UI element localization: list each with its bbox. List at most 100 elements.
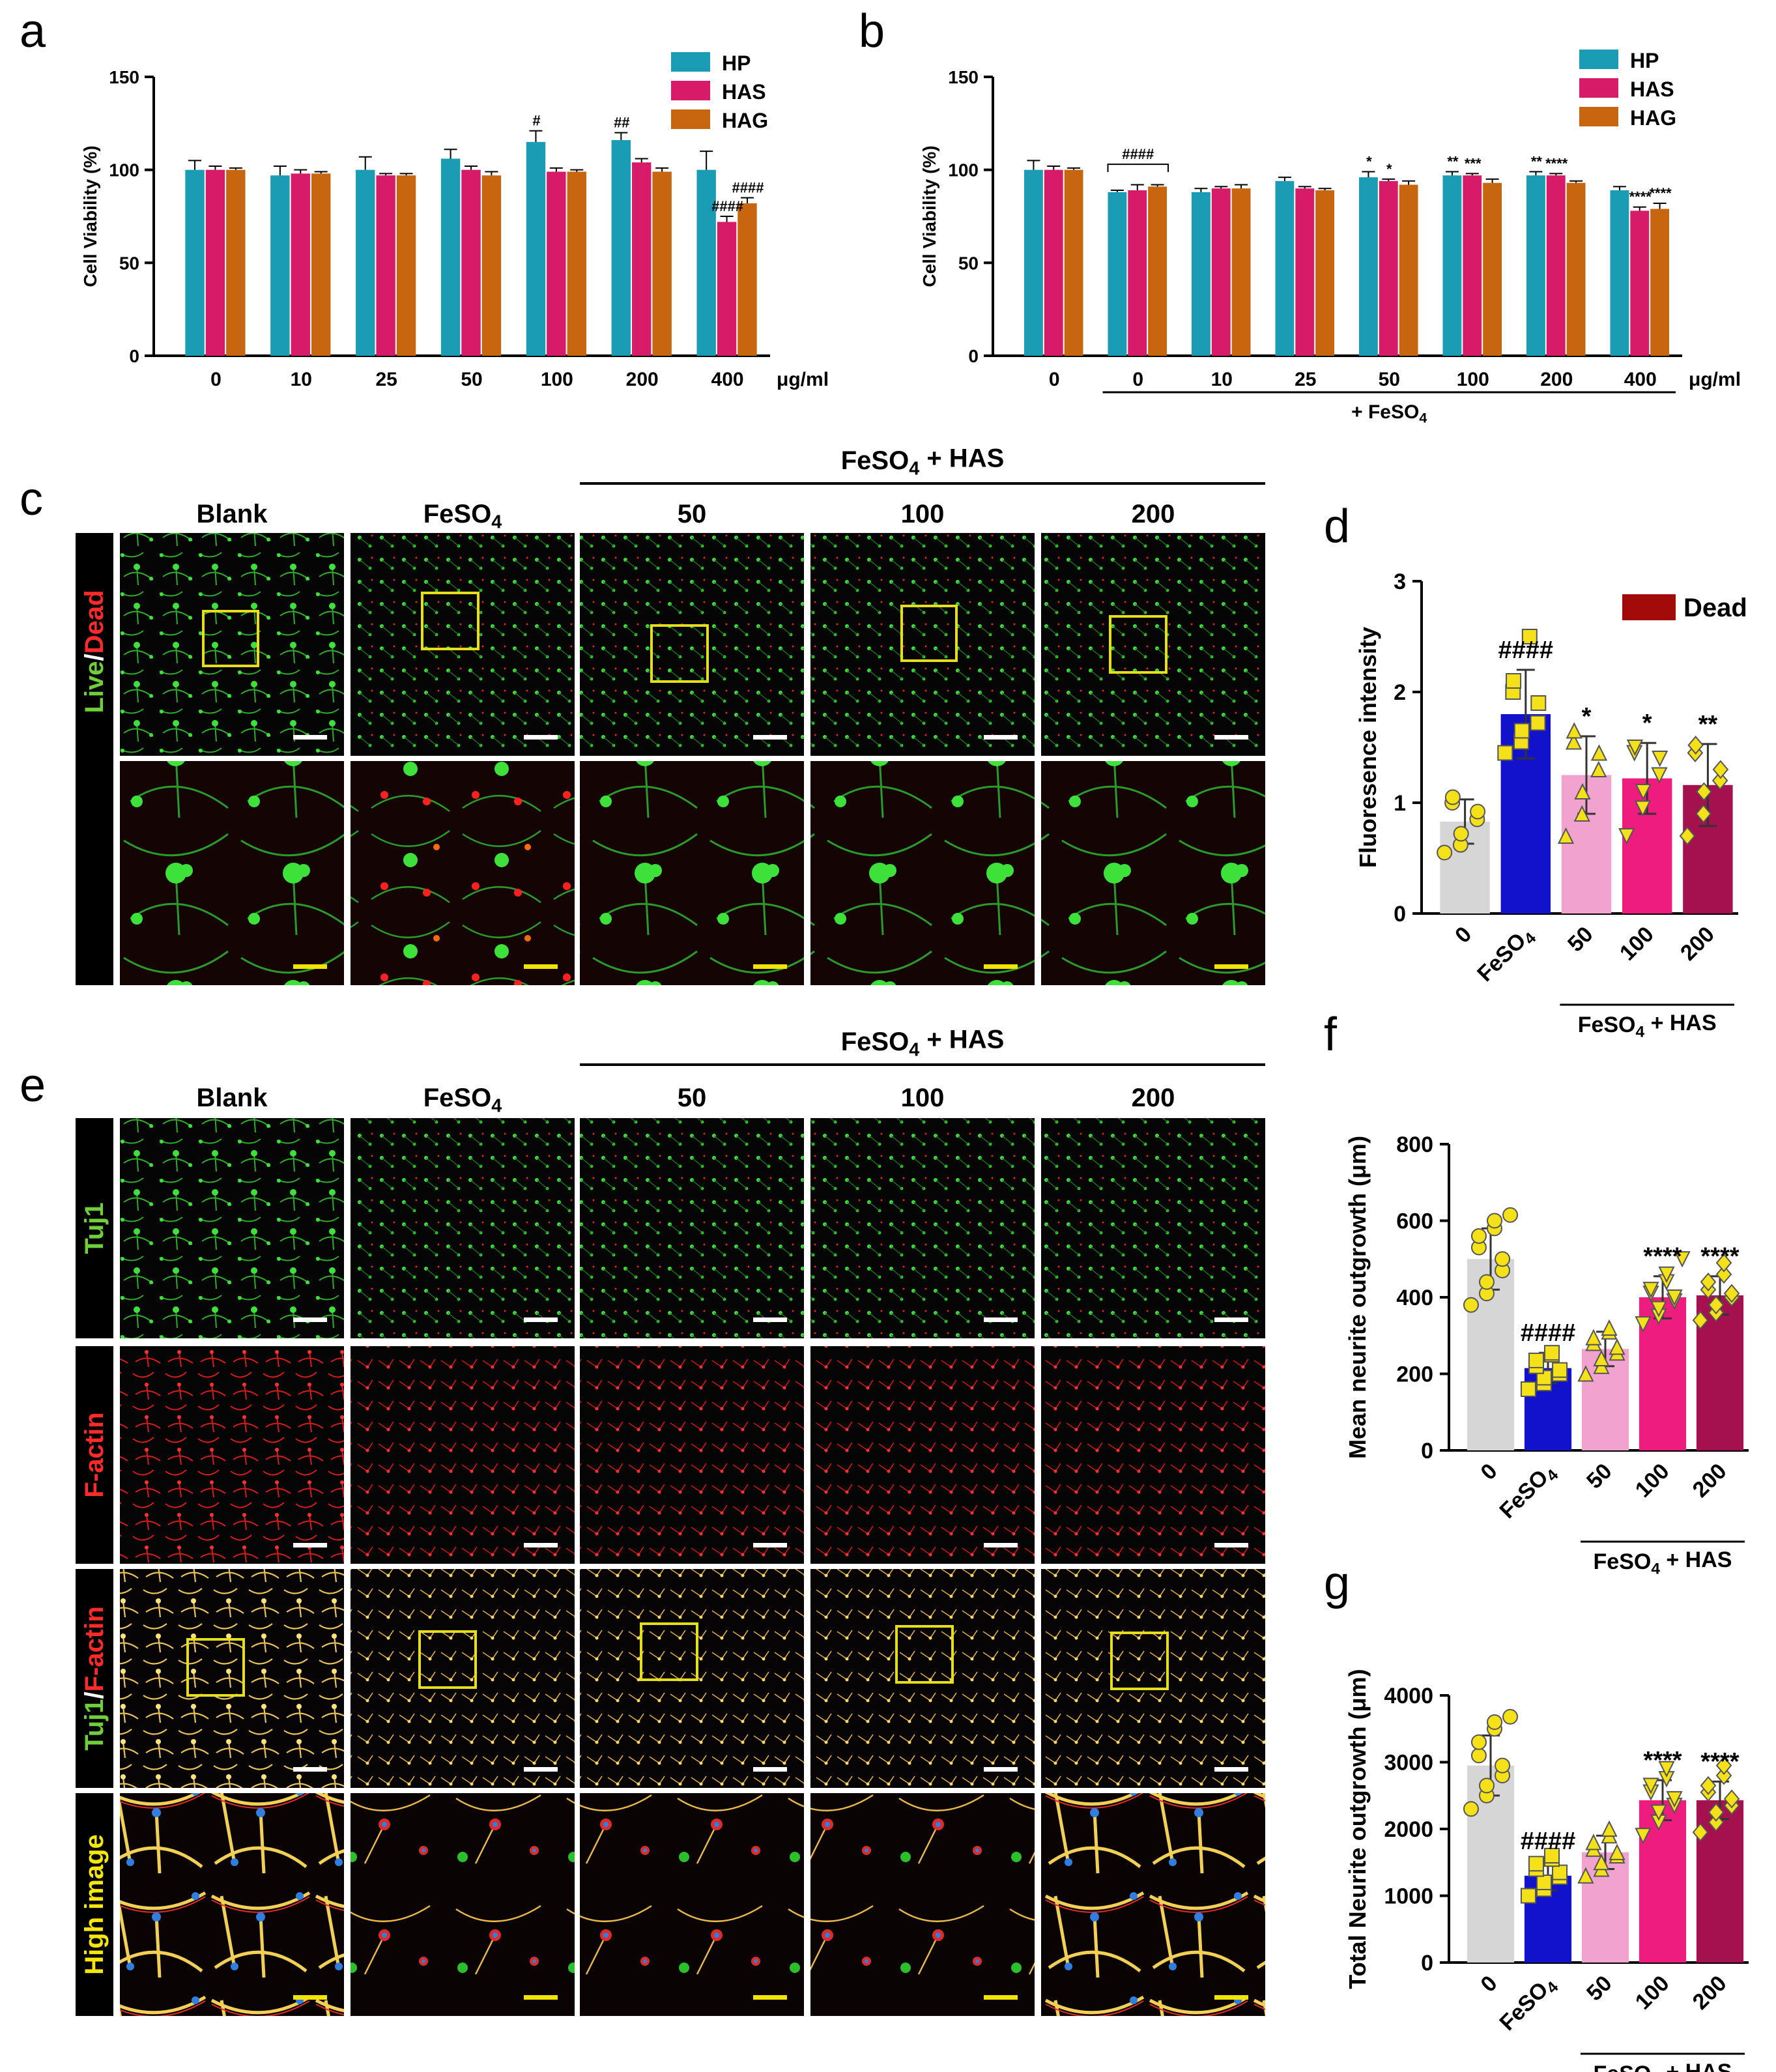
tuj1-image — [810, 1118, 1035, 1338]
roi-box-icon — [895, 1625, 954, 1684]
data-point — [1723, 1284, 1740, 1303]
roi-box-icon — [202, 610, 259, 667]
y-tick-label: 0 — [1421, 1439, 1433, 1463]
roi-box-icon — [650, 624, 709, 683]
bar-has — [291, 173, 310, 356]
data-point — [1463, 1297, 1479, 1313]
significance-mark: *** — [1465, 155, 1482, 171]
data-point — [1590, 760, 1607, 777]
column-header: 50 — [678, 1084, 707, 1112]
scale-bar-icon — [293, 1767, 327, 1772]
scale-bar-icon — [524, 1543, 558, 1547]
live-dead-zoom-image — [351, 761, 575, 985]
data-point — [1470, 1228, 1487, 1244]
roi-box-icon — [418, 1630, 477, 1689]
x-tick-label: 50 — [1379, 369, 1400, 390]
group-label: FeSO4​ + HAS — [1594, 2060, 1732, 2072]
data-point — [1497, 745, 1513, 761]
legend-label: HAS — [1630, 78, 1674, 101]
legend-swatch-icon — [1579, 78, 1618, 98]
data-point — [1696, 782, 1712, 801]
data-point — [1502, 1708, 1519, 1725]
f-actin-image — [580, 1346, 804, 1564]
live-dead-overview-image — [810, 533, 1035, 756]
significance-mark: #### — [1498, 637, 1554, 664]
data-point — [1712, 760, 1729, 779]
scale-bar-icon — [1214, 1995, 1248, 2000]
legend-label: HAG — [1630, 106, 1676, 130]
data-point — [1700, 1776, 1717, 1795]
bar-hp — [185, 169, 205, 356]
f-actin-image — [351, 1346, 575, 1564]
data-point — [1708, 1813, 1725, 1832]
bar-has — [376, 175, 395, 356]
data-point — [1513, 723, 1530, 739]
x-tick-label: 100 — [1457, 369, 1489, 390]
x-tick-label: 100 — [1631, 1971, 1674, 2015]
bar-has — [461, 169, 481, 356]
bar-has — [632, 162, 652, 356]
x-tick-label: 50 — [461, 369, 482, 390]
column-header: 50 — [678, 500, 707, 528]
data-point — [1609, 1338, 1626, 1355]
bar-hp — [356, 169, 375, 356]
bar-hp — [270, 175, 290, 356]
data-point — [1650, 1301, 1667, 1317]
merge-image — [810, 1569, 1035, 1788]
row-label-bar — [76, 1793, 113, 2016]
data-point — [1444, 789, 1461, 805]
roi-box-icon — [1109, 615, 1167, 674]
data-point — [1495, 1251, 1511, 1267]
x-tick-label: 0 — [1476, 1971, 1502, 1997]
row-label-bar — [76, 533, 113, 985]
scale-bar-icon — [753, 1767, 787, 1772]
data-point — [1487, 1714, 1503, 1730]
live-dead-zoom-image — [810, 761, 1035, 985]
bar-has — [717, 222, 737, 356]
data-point — [1666, 1289, 1683, 1306]
scale-bar-icon — [753, 1317, 787, 1322]
bracket-label: #### — [1122, 146, 1154, 162]
data-point — [1453, 826, 1469, 842]
legend-label: HAG — [722, 109, 768, 132]
data-point — [1715, 1253, 1732, 1273]
f-actin-image — [1041, 1346, 1265, 1564]
chart-d-fluorescence: 0 1 2 3 Fluoresence intensity 0 #### FeSO4​ * 50 *… — [1354, 569, 1747, 1041]
x-tick-label: 0 — [1049, 369, 1060, 390]
scale-bar-icon — [753, 964, 787, 969]
scale-bar-icon — [293, 735, 327, 740]
significance-mark: # — [532, 113, 540, 129]
y-tick-label: 1 — [1394, 791, 1406, 816]
significance-mark: * — [1642, 710, 1652, 737]
data-point — [1470, 803, 1486, 820]
data-point — [1618, 828, 1635, 845]
data-point — [1715, 1265, 1732, 1284]
bar-has — [547, 171, 566, 356]
data-point — [1566, 722, 1583, 739]
f-actin-image — [810, 1346, 1035, 1564]
tuj1-image — [580, 1118, 804, 1338]
y-tick-label: 400 — [1396, 1286, 1433, 1310]
x-tick-label: 200 — [1688, 1971, 1732, 2015]
x-unit-label: μg/ml — [1689, 369, 1741, 390]
live-dead-zoom-image — [1041, 761, 1265, 985]
group-label: FeSO4​ + HAS — [1594, 1547, 1732, 1577]
data-point — [1437, 844, 1453, 861]
x-tick-label: 25 — [1295, 369, 1316, 390]
data-point — [1479, 1777, 1495, 1794]
y-tick-label: 50 — [119, 253, 139, 273]
column-header: Blank — [197, 1084, 268, 1112]
scale-bar-icon — [293, 1995, 327, 2000]
y-tick-label: 4000 — [1384, 1684, 1433, 1708]
y-axis-title: Fluoresence intensity — [1354, 627, 1381, 868]
high-magnification-image — [120, 1793, 344, 2016]
roi-box-icon — [1110, 1632, 1169, 1690]
y-tick-label: 3000 — [1384, 1751, 1433, 1776]
legend-label: HAS — [722, 80, 766, 104]
panel-label-g: g — [1324, 1557, 1350, 1609]
y-tick-label: 50 — [958, 253, 979, 273]
legend-swatch-icon — [1579, 50, 1618, 69]
micrograph-grid-e: FeSO4​ + HAS Blank FeSO4​ 50 100 200 Tuj1 F-act… — [76, 1026, 1265, 2016]
data-point — [1635, 1316, 1652, 1333]
